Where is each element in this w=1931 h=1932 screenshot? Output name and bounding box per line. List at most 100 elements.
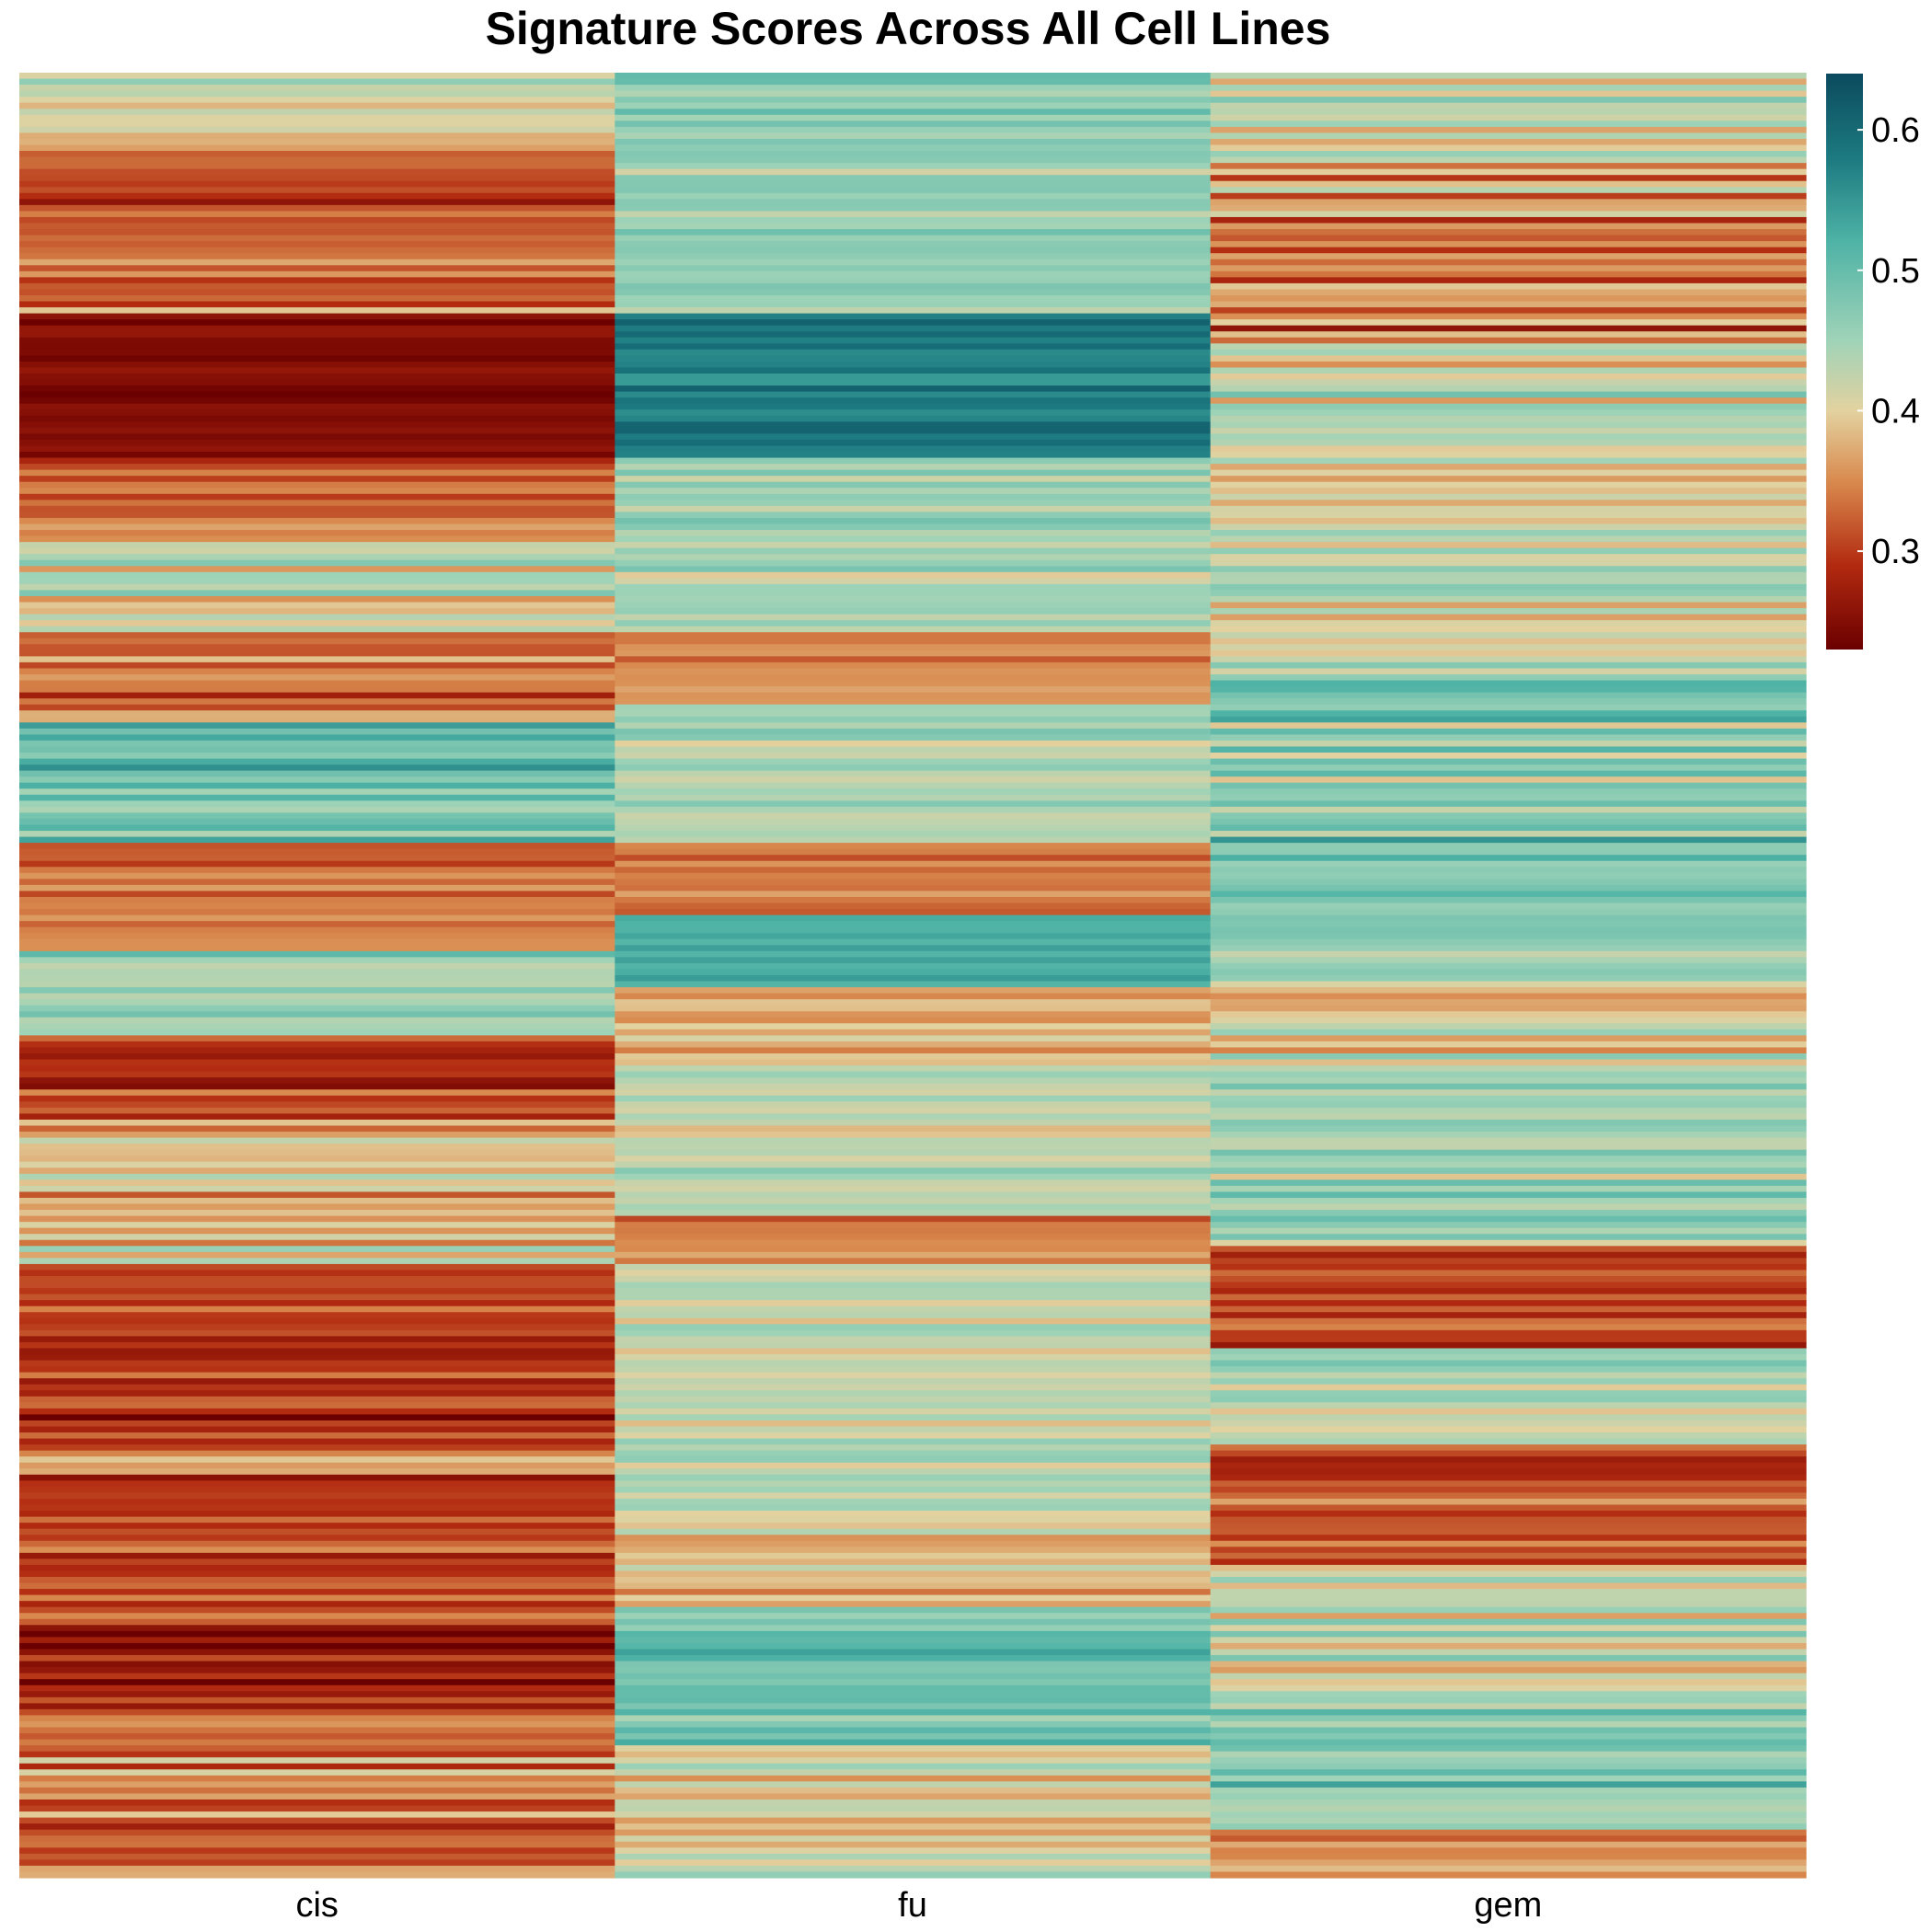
heatmap-cell (19, 361, 615, 369)
heatmap-cell (615, 950, 1212, 958)
heatmap-cell (1210, 1348, 1807, 1355)
heatmap-cell (1210, 1757, 1807, 1765)
heatmap-cell (1210, 1865, 1807, 1873)
heatmap-cell (19, 1276, 615, 1283)
heatmap-cell (615, 223, 1212, 230)
heatmap-cell (615, 661, 1212, 670)
heatmap-cell (615, 1390, 1212, 1397)
heatmap-cell (19, 523, 615, 531)
heatmap-cell (1210, 1360, 1807, 1367)
heatmap-cell (19, 1655, 615, 1662)
heatmap-cell (615, 1769, 1212, 1777)
heatmap-cell (1210, 535, 1807, 543)
heatmap-cell (615, 1059, 1212, 1066)
heatmap-cell (1210, 1270, 1807, 1277)
heatmap-cell (615, 1119, 1212, 1127)
heatmap-cell (1210, 1474, 1807, 1481)
heatmap-cell (615, 740, 1212, 748)
heatmap-column-cis (19, 73, 615, 1879)
heatmap-cell (1210, 1570, 1807, 1578)
heatmap-cell (615, 1528, 1212, 1535)
heatmap-cell (1210, 638, 1807, 645)
heatmap-cell (615, 765, 1212, 772)
heatmap-cell (19, 1745, 615, 1753)
heatmap-cell (19, 1661, 615, 1668)
heatmap-cell (1210, 192, 1807, 200)
heatmap-cell (1210, 644, 1807, 651)
heatmap-cell (615, 1642, 1212, 1650)
heatmap-cell (19, 1841, 615, 1848)
heatmap-cell (1210, 1799, 1807, 1807)
heatmap-cell (615, 1234, 1212, 1241)
heatmap-cell (1210, 464, 1807, 471)
heatmap-cell (19, 1396, 615, 1403)
heatmap-cell (1210, 439, 1807, 447)
heatmap-cell (1210, 307, 1807, 315)
heatmap-cell (1210, 204, 1807, 213)
heatmap-cell (1210, 505, 1807, 513)
heatmap-cell (1210, 1083, 1807, 1090)
heatmap-cell (615, 1305, 1212, 1313)
heatmap-cell (19, 848, 615, 856)
heatmap-cell (19, 156, 615, 164)
heatmap-cell (19, 1215, 615, 1223)
heatmap-cell (19, 1317, 615, 1325)
heatmap-cell (615, 90, 1212, 98)
heatmap-cell (615, 1035, 1212, 1042)
heatmap-cell (19, 319, 615, 327)
heatmap-cell (1210, 1781, 1807, 1788)
heatmap-cell (1210, 452, 1807, 459)
heatmap-cell (19, 270, 615, 278)
heatmap-cell (19, 379, 615, 386)
heatmap-cell (19, 1516, 615, 1524)
heatmap-cell (1210, 1498, 1807, 1506)
heatmap-cell (19, 1227, 615, 1235)
heatmap-cell (615, 1161, 1212, 1168)
heatmap-cell (19, 1312, 615, 1319)
heatmap-cell (1210, 933, 1807, 940)
heatmap-cell (615, 343, 1212, 351)
heatmap-cell (615, 674, 1212, 682)
heatmap-cell (19, 90, 615, 98)
heatmap-cell (615, 571, 1212, 579)
heatmap-cell (19, 1107, 615, 1115)
heatmap-cell (1210, 1558, 1807, 1566)
heatmap-cell (615, 1125, 1212, 1133)
heatmap-cell (19, 1191, 615, 1199)
heatmap-cell (1210, 855, 1807, 862)
heatmap-cell (1210, 1751, 1807, 1758)
heatmap-cell (615, 800, 1212, 808)
heatmap-cell (1210, 1341, 1807, 1350)
heatmap-cell (1210, 163, 1807, 170)
heatmap-cell (1210, 1366, 1807, 1374)
heatmap-cell (615, 1564, 1212, 1572)
heatmap-cell (1210, 1775, 1807, 1782)
heatmap-cell (19, 265, 615, 272)
heatmap-cell (1210, 1480, 1807, 1488)
heatmap-cell (1210, 559, 1807, 567)
heatmap-cell (19, 493, 615, 500)
heatmap-cell (19, 1528, 615, 1535)
heatmap-cell (19, 950, 615, 958)
heatmap-cell (19, 1384, 615, 1391)
heatmap-cell (1210, 1258, 1807, 1265)
heatmap-cell (615, 788, 1212, 796)
heatmap-cell (615, 530, 1212, 537)
heatmap-cell (1210, 1811, 1807, 1819)
heatmap-cell (19, 367, 615, 374)
heatmap-cell (1210, 1685, 1807, 1692)
heatmap-cell (1210, 73, 1807, 80)
heatmap-cell (615, 1703, 1212, 1710)
heatmap-cell (1210, 686, 1807, 694)
heatmap-cell (19, 1432, 615, 1440)
heatmap-cell (19, 728, 615, 735)
color-scale-tick-label: 0.6 (1871, 111, 1920, 150)
heatmap-cell (1210, 1823, 1807, 1831)
heatmap-cell (19, 337, 615, 344)
heatmap-cell (615, 1582, 1212, 1590)
heatmap-cell (19, 957, 615, 964)
heatmap-cell (19, 132, 615, 140)
heatmap-cell (19, 571, 615, 579)
heatmap-cell (19, 1504, 615, 1512)
heatmap-cell (1210, 1144, 1807, 1151)
